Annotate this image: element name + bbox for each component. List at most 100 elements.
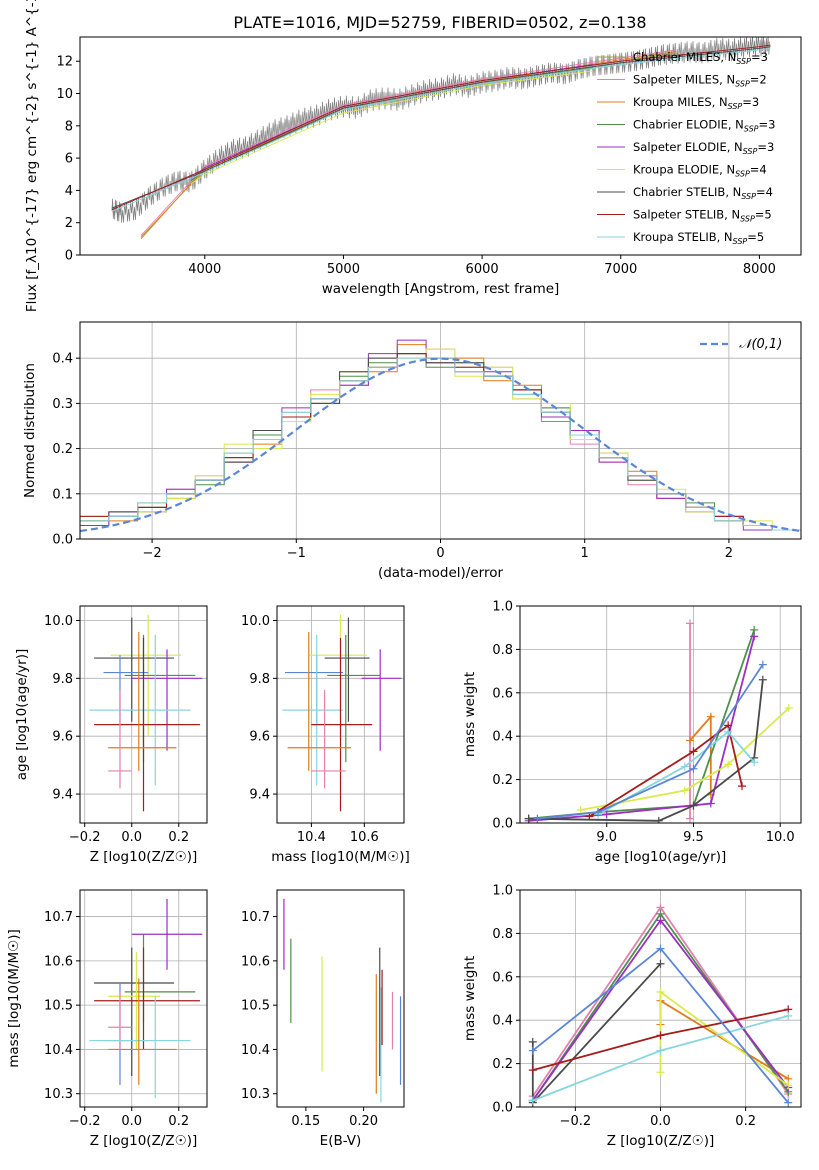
weight-vs-age-xlabel: age [log10(age/yr)]: [595, 849, 727, 865]
age-vs-z-frame: [79, 605, 208, 824]
weight-marker: [602, 810, 611, 819]
mass-vs-z-xtick-label: −0.2: [69, 1114, 101, 1129]
spectrum-ytick-label: 8: [65, 119, 73, 134]
weight-marker: [656, 916, 665, 925]
weight-vs-z-ytick-label: 1.0: [492, 884, 513, 899]
age-vs-z-xtick-label: 0.2: [168, 830, 189, 845]
legend-subscript: SSP: [740, 215, 755, 224]
legend-value: =4: [750, 163, 767, 177]
mass-vs-ebv-ytick-label: 10.5: [241, 999, 270, 1014]
legend-subscript: SSP: [743, 147, 758, 156]
weight-marker: [784, 703, 793, 712]
legend-label: Salpeter MILES, NSSP=2: [633, 73, 767, 89]
weight-vs-z-ytick-label: 0.4: [492, 1014, 513, 1029]
legend-label: Chabrier STELIB, NSSP=4: [633, 185, 773, 201]
gaussian-curve: [80, 357, 801, 533]
spectrum-xtick-label: 5000: [327, 262, 360, 277]
spectrum-xtick-label: 4000: [188, 262, 221, 277]
mass-vs-ebv-ytick-label: 10.3: [241, 1087, 270, 1102]
mass-vs-ebv-xlabel: E(B-V): [320, 1133, 362, 1149]
weight-line: [580, 707, 790, 811]
weight-marker: [594, 808, 603, 817]
weight-marker: [528, 1037, 537, 1046]
weight-vs-z: −0.2 0.0 0.2 0.0 0.2 0.4 0.6 0.8 1.0 Z [log10(Z/Z…: [462, 884, 802, 1149]
spectrum-xlabel: wavelength [Angstrom, rest frame]: [322, 281, 560, 297]
weight-vs-age-ytick-label: 0.2: [492, 773, 513, 788]
mass-vs-ebv-frame: [276, 889, 405, 1108]
weight-marker: [689, 801, 698, 810]
residuals-xtick-label: −2: [143, 546, 162, 561]
weight-vs-z-ytick-label: 0.6: [492, 970, 513, 985]
weight-marker: [654, 816, 663, 823]
spectrum-ytick-label: 4: [65, 184, 73, 199]
weight-vs-z-frame: [519, 889, 802, 1108]
legend-label: Chabrier MILES, NSSP=3: [633, 50, 768, 66]
weight-marker: [680, 786, 689, 795]
age-vs-mass-xtick-label: 10.6: [350, 830, 379, 845]
weight-marker: [528, 1096, 537, 1105]
weight-vs-z-plot-area: [528, 903, 793, 1107]
spectrum-ytick-label: 2: [65, 216, 73, 231]
spectrum-legend: Chabrier MILES, NSSP=3 Salpeter MILES, NS…: [597, 50, 775, 246]
weight-vs-age-ytick-label: 1.0: [492, 600, 513, 615]
weight-line: [528, 636, 756, 822]
spectrum-xtick-label: 6000: [466, 262, 499, 277]
histogram-step: [80, 357, 801, 531]
weight-vs-z-xtick-label: 0.0: [650, 1114, 671, 1129]
age-vs-z-ylabel: age [log10(age/yr)]: [14, 649, 30, 781]
weight-marker: [524, 814, 533, 823]
age-vs-mass-ytick-label: 10.0: [241, 614, 270, 629]
mass-vs-z-ytick-label: 10.3: [44, 1087, 73, 1102]
residuals-xtick-label: −1: [287, 546, 306, 561]
mass-vs-z-ytick-label: 10.6: [44, 954, 73, 969]
age-vs-z-ytick-label: 9.6: [52, 730, 73, 745]
legend-label: Kroupa STELIB, NSSP=5: [633, 230, 764, 246]
spectrum-ytick-label: 6: [65, 152, 73, 167]
panels: 4000 5000 6000 7000 8000024681012wavelength …: [6, 0, 802, 1149]
weight-vs-age-xtick-label: 9.0: [596, 830, 617, 845]
legend-label: Kroupa ELODIE, NSSP=4: [633, 163, 767, 179]
weight-marker: [685, 814, 694, 823]
weight-marker: [724, 727, 733, 736]
mass-vs-z-ytick-label: 10.7: [44, 910, 73, 925]
residuals-ytick-label: 0.3: [52, 397, 73, 412]
mass-vs-ebv-ytick-label: 10.7: [241, 910, 270, 925]
age-vs-z-xtick-label: −0.2: [69, 830, 101, 845]
weight-marker: [784, 1081, 793, 1090]
model-spectrum-line: [111, 44, 771, 211]
residuals-ytick-label: 0.1: [52, 487, 73, 502]
mass-vs-ebv-plot-area: [283, 898, 402, 1103]
legend-label: Chabrier ELODIE, NSSP=3: [633, 118, 775, 134]
weight-vs-age-plot-area: [524, 619, 793, 823]
model-spectrum-line: [190, 70, 594, 185]
weight-marker: [750, 632, 759, 641]
mass-vs-z-plot-area: [89, 898, 203, 1099]
model-spectrum-line: [190, 67, 594, 182]
mass-vs-z: −0.2 0.0 0.2 10.3 10.4 10.5 10.6 10.7 Z [log10(Z…: [6, 889, 208, 1149]
weight-line: [659, 990, 789, 1087]
legend-subscript: SSP: [735, 80, 750, 89]
model-spectrum-line: [140, 51, 677, 238]
legend-label: Kroupa MILES, NSSP=3: [633, 95, 759, 111]
legend-value: =3: [759, 118, 776, 132]
mass-vs-z-xlabel: Z [log10(Z/Z☉)]: [90, 1133, 198, 1149]
weight-marker: [656, 1031, 665, 1040]
weight-marker: [528, 1046, 537, 1055]
weight-marker: [724, 760, 733, 769]
weight-vs-z-xtick-label: −0.2: [560, 1114, 592, 1129]
weight-line: [588, 723, 743, 818]
legend-subscript: SSP: [735, 170, 750, 179]
weight-marker: [656, 959, 665, 968]
weight-marker: [738, 782, 747, 791]
age-vs-mass-frame: [276, 605, 405, 824]
weight-vs-z-xlabel: Z [log10(Z/Z☉)]: [607, 1133, 715, 1149]
weight-vs-z-ytick-label: 0.2: [492, 1057, 513, 1072]
weight-marker: [576, 805, 585, 814]
weight-vs-age-xtick-label: 9.5: [683, 830, 704, 845]
residuals-frame: [79, 321, 802, 540]
legend-label: Salpeter STELIB, NSSP=5: [633, 208, 772, 224]
age-vs-z: −0.2 0.0 0.2 9.4 9.6 9.8 10.0 Z [log10(Z/Z☉)] ag…: [14, 605, 208, 865]
weight-marker: [680, 762, 689, 771]
residuals-ytick-label: 0.0: [52, 533, 73, 548]
age-vs-mass-plot-area: [282, 614, 402, 812]
